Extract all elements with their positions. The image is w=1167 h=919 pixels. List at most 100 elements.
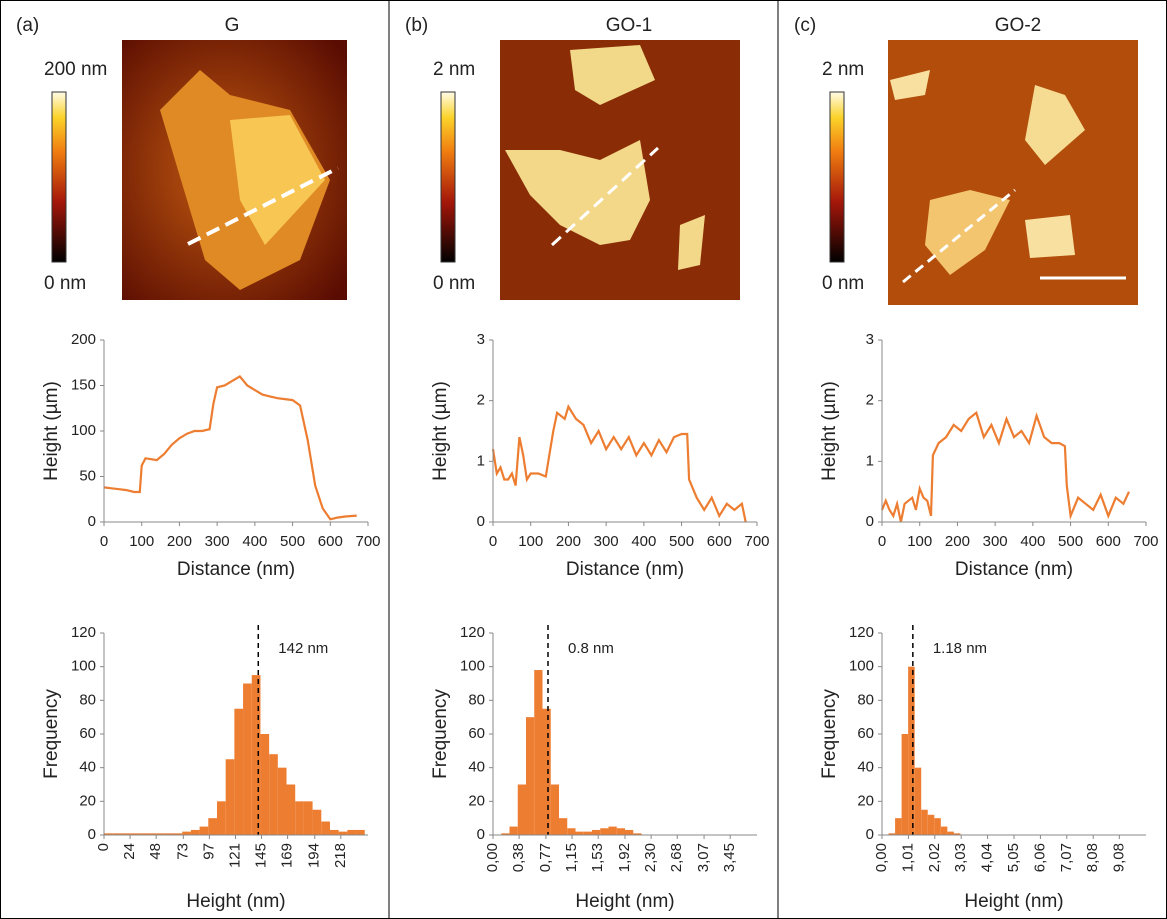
profile-line xyxy=(880,410,1130,523)
x-tick-label: 0 xyxy=(489,533,497,550)
x-tick-label: 169 xyxy=(279,843,296,868)
bar xyxy=(921,809,928,835)
bar xyxy=(940,826,948,835)
y-tick-label: 150 xyxy=(71,376,96,393)
bar xyxy=(156,833,165,835)
afm-image-b xyxy=(500,40,740,300)
x-tick-label: 300 xyxy=(594,533,619,550)
bar xyxy=(234,708,244,835)
x-tick-label: 400 xyxy=(242,533,267,550)
y-tick-label: 80 xyxy=(79,691,96,708)
bar xyxy=(216,801,226,835)
x-tick-label: 48 xyxy=(147,843,164,860)
x-tick-label: 3,45 xyxy=(721,843,738,872)
y-tick-label: 40 xyxy=(857,759,874,776)
bar xyxy=(269,754,278,835)
bar xyxy=(182,831,191,835)
x-tick-label: 0 xyxy=(95,843,112,851)
profile-line xyxy=(491,404,747,523)
bar xyxy=(303,801,313,835)
x-tick-label: 24 xyxy=(121,843,138,860)
bar xyxy=(567,828,576,835)
bar xyxy=(608,826,617,835)
x-tick-label: 0,77 xyxy=(537,843,554,872)
bar xyxy=(517,784,526,835)
bar xyxy=(509,826,518,835)
x-axis-label: Distance (nm) xyxy=(566,559,684,580)
x-axis-label: Height (nm) xyxy=(186,891,285,912)
x-tick-label: 200 xyxy=(167,533,192,550)
bar xyxy=(633,833,642,835)
x-tick-label: 400 xyxy=(1020,533,1045,550)
y-tick-label: 100 xyxy=(71,658,96,675)
x-tick-label: 145 xyxy=(252,843,269,868)
bar xyxy=(164,833,174,835)
y-tick-label: 100 xyxy=(460,658,485,675)
y-tick-label: 1 xyxy=(866,452,874,469)
bar xyxy=(356,829,365,835)
x-tick-label: 200 xyxy=(556,533,581,550)
x-tick-label: 300 xyxy=(983,533,1008,550)
y-tick-label: 50 xyxy=(79,467,96,484)
bar xyxy=(112,833,122,835)
x-tick-label: 100 xyxy=(518,533,543,550)
bar xyxy=(251,675,261,835)
x-tick-label: 194 xyxy=(306,843,323,868)
x-axis-label: Distance (nm) xyxy=(177,559,295,580)
x-tick-label: 1,53 xyxy=(589,843,606,872)
bar xyxy=(575,831,584,835)
y-tick-label: 120 xyxy=(849,624,874,641)
afm-image-a xyxy=(122,40,347,300)
bar xyxy=(208,818,217,835)
x-tick-label: 2,68 xyxy=(668,843,685,872)
x-tick-label: 600 xyxy=(1096,533,1121,550)
bar xyxy=(888,833,896,835)
y-tick-label: 120 xyxy=(71,624,96,641)
bar xyxy=(534,670,543,835)
y-tick-label: 0 xyxy=(866,513,874,530)
x-tick-label: 4,04 xyxy=(979,843,996,872)
bar xyxy=(542,708,551,835)
y-axis-label: Height (µm) xyxy=(430,381,451,481)
bar xyxy=(260,734,270,835)
bar xyxy=(616,828,625,835)
y-tick-label: 0 xyxy=(88,513,96,530)
x-tick-label: 3,07 xyxy=(695,843,712,872)
bar xyxy=(130,833,139,835)
bar xyxy=(908,666,915,835)
annotation-label: 1.18 nm xyxy=(933,640,987,657)
x-tick-label: 700 xyxy=(355,533,380,550)
y-tick-label: 2 xyxy=(477,392,485,409)
x-tick-label: 0,38 xyxy=(510,843,527,872)
x-tick-label: 500 xyxy=(669,533,694,550)
bar xyxy=(895,818,902,835)
bar xyxy=(550,784,559,835)
panel-label: (c) xyxy=(794,15,816,36)
y-tick-label: 40 xyxy=(79,759,96,776)
bar xyxy=(947,831,954,835)
x-tick-label: 0,00 xyxy=(484,843,501,872)
y-axis-label: Height (µm) xyxy=(819,381,840,481)
x-tick-label: 7,07 xyxy=(1058,843,1075,872)
x-tick-label: 400 xyxy=(631,533,656,550)
y-tick-label: 80 xyxy=(857,691,874,708)
y-tick-label: 60 xyxy=(79,725,96,742)
x-tick-label: 0,00 xyxy=(873,843,890,872)
y-tick-label: 20 xyxy=(79,792,96,809)
y-tick-label: 60 xyxy=(468,725,485,742)
y-tick-label: 0 xyxy=(477,513,485,530)
x-tick-label: 100 xyxy=(129,533,154,550)
bar xyxy=(347,829,357,835)
y-tick-label: 100 xyxy=(71,422,96,439)
panel-title: G xyxy=(225,15,240,36)
x-tick-label: 0 xyxy=(100,533,108,550)
x-tick-label: 600 xyxy=(318,533,343,550)
bar xyxy=(225,759,235,835)
bar xyxy=(953,833,961,835)
panel-label: (a) xyxy=(16,15,39,36)
bar xyxy=(312,809,322,835)
x-tick-label: 300 xyxy=(205,533,230,550)
bar xyxy=(600,828,609,835)
colorbar-max: 200 nm xyxy=(44,59,107,80)
x-tick-label: 700 xyxy=(744,533,769,550)
